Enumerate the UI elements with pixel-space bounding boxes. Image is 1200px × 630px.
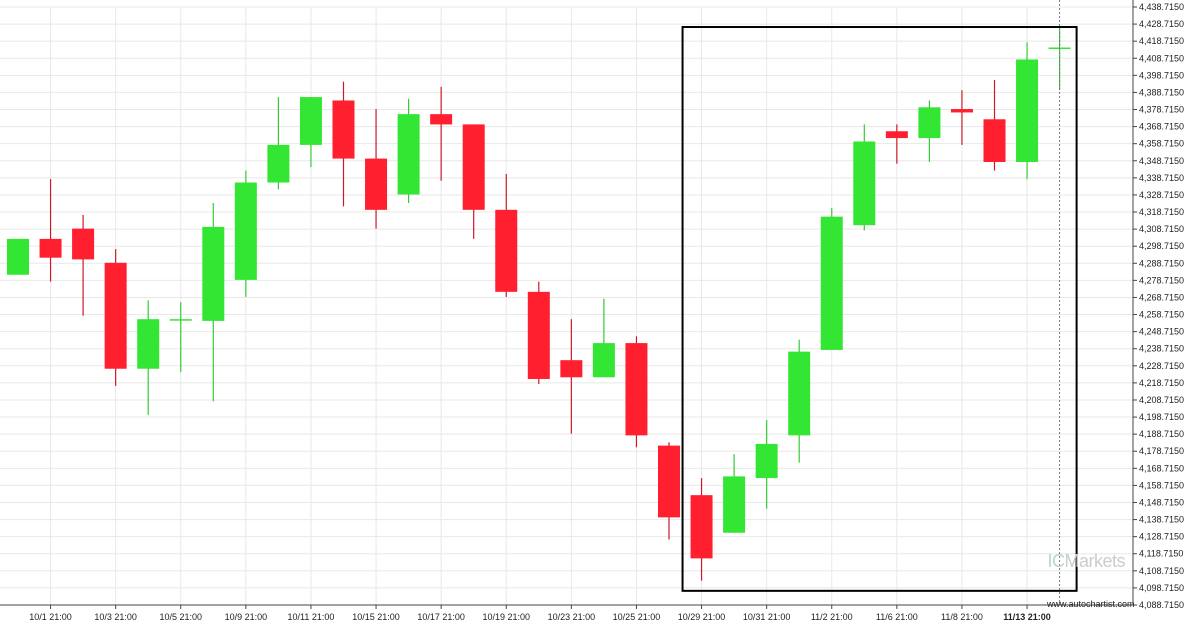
pattern-highlight-box [681, 26, 1078, 592]
candle-body [267, 144, 290, 183]
x-tick-label: 10/17 21:00 [417, 612, 465, 622]
candle-body [950, 109, 973, 113]
x-tick-label: 10/1 21:00 [29, 612, 72, 622]
y-tick-label: 4,268.7150 [1139, 292, 1184, 302]
x-tick-label: 10/9 21:00 [225, 612, 268, 622]
y-tick-label: 4,218.7150 [1139, 378, 1184, 388]
x-tick-label: 10/3 21:00 [94, 612, 137, 622]
candle-body [495, 209, 518, 292]
y-tick-label: 4,108.7150 [1139, 566, 1184, 576]
candle-body [560, 360, 583, 378]
y-tick-label: 4,288.7150 [1139, 258, 1184, 268]
y-tick-label: 4,398.7150 [1139, 70, 1184, 80]
y-tick-label: 4,428.7150 [1139, 19, 1184, 29]
candle-body [625, 343, 648, 436]
y-tick-label: 4,148.7150 [1139, 497, 1184, 507]
candle-body [527, 291, 550, 379]
candle-body [658, 445, 680, 518]
y-tick-label: 4,178.7150 [1139, 446, 1184, 456]
x-tick-label: 10/31 21:00 [743, 612, 791, 622]
y-tick-label: 4,328.7150 [1139, 190, 1184, 200]
candle-body [365, 158, 388, 210]
y-tick-label: 4,418.7150 [1139, 36, 1184, 46]
x-tick-label: 10/5 21:00 [159, 612, 202, 622]
y-tick-label: 4,138.7150 [1139, 515, 1184, 525]
x-tick-label: 10/19 21:00 [482, 612, 530, 622]
candle-body [690, 495, 713, 559]
x-tick-label: 11/13 21:00 [1003, 612, 1051, 622]
y-tick-label: 4,158.7150 [1139, 480, 1184, 490]
y-tick-label: 4,298.7150 [1139, 241, 1184, 251]
candle-body [462, 124, 485, 210]
y-tick-label: 4,308.7150 [1139, 224, 1184, 234]
candle-body [332, 100, 355, 159]
candle-body [592, 343, 615, 378]
candle-body [723, 476, 746, 533]
watermark-text: Markets [1064, 551, 1125, 571]
candle-body [918, 107, 941, 139]
y-tick-label: 4,118.7150 [1139, 549, 1183, 559]
y-tick-label: 4,228.7150 [1139, 361, 1184, 371]
candle-body [202, 226, 225, 321]
axes: 4,088.7150 4,098.7150 4,108.7150 4,118.7150… [0, 0, 1184, 622]
y-tick-label: 4,238.7150 [1139, 344, 1184, 354]
candle-body [983, 119, 1006, 162]
x-tick-label: 10/29 21:00 [678, 612, 726, 622]
candles [7, 28, 1071, 581]
candle-body [1016, 59, 1039, 162]
x-tick-label: 11/6 21:00 [876, 612, 918, 622]
x-tick-label: 10/15 21:00 [352, 612, 400, 622]
y-tick-label: 4,368.7150 [1139, 122, 1184, 132]
y-tick-label: 4,168.7150 [1139, 463, 1184, 473]
y-tick-label: 4,188.7150 [1139, 429, 1184, 439]
source-credit: www.autochartist.com [1047, 599, 1135, 609]
candle-body [234, 182, 257, 280]
pattern-highlight-rect [681, 26, 1078, 592]
y-tick-label: 4,378.7150 [1139, 105, 1184, 115]
y-tick-label: 4,348.7150 [1139, 156, 1184, 166]
y-tick-label: 4,208.7150 [1139, 395, 1184, 405]
y-tick-label: 4,338.7150 [1139, 173, 1184, 183]
x-tick-label: 10/25 21:00 [613, 612, 661, 622]
icmarkets-watermark-logo: ICMarkets [1047, 551, 1125, 572]
candle-body [169, 319, 192, 321]
candle-body [885, 131, 908, 139]
y-tick-label: 4,088.7150 [1139, 600, 1184, 610]
candle-body [788, 351, 811, 436]
candle-body [755, 443, 778, 479]
y-tick-label: 4,258.7150 [1139, 310, 1184, 320]
watermark-ic: IC [1047, 551, 1065, 571]
y-tick-label: 4,388.7150 [1139, 87, 1184, 97]
y-tick-label: 4,278.7150 [1139, 275, 1184, 285]
candle-body [853, 141, 876, 226]
x-tick-label: 10/11 21:00 [288, 612, 335, 622]
y-tick-label: 4,408.7150 [1139, 53, 1184, 63]
y-tick-label: 4,318.7150 [1139, 207, 1184, 217]
candle-body [39, 238, 62, 258]
candle-body [397, 114, 420, 195]
y-tick-label: 4,128.7150 [1139, 532, 1184, 542]
candle-body [7, 238, 29, 275]
y-tick-label: 4,098.7150 [1139, 583, 1184, 593]
x-tick-label: 11/8 21:00 [941, 612, 983, 622]
candle-body [104, 262, 127, 369]
grid-lines [0, 6, 1133, 606]
x-tick-label: 10/23 21:00 [548, 612, 596, 622]
y-tick-label: 4,438.7150 [1139, 2, 1184, 12]
candle-body [137, 319, 160, 369]
y-tick-label: 4,248.7150 [1139, 327, 1184, 337]
candle-body [299, 97, 322, 145]
y-tick-label: 4,198.7150 [1139, 412, 1184, 422]
y-tick-label: 4,358.7150 [1139, 139, 1184, 149]
x-tick-label: 11/2 21:00 [811, 612, 853, 622]
candle-body [820, 216, 843, 350]
candle-body [72, 228, 95, 260]
candle-body [430, 114, 453, 125]
